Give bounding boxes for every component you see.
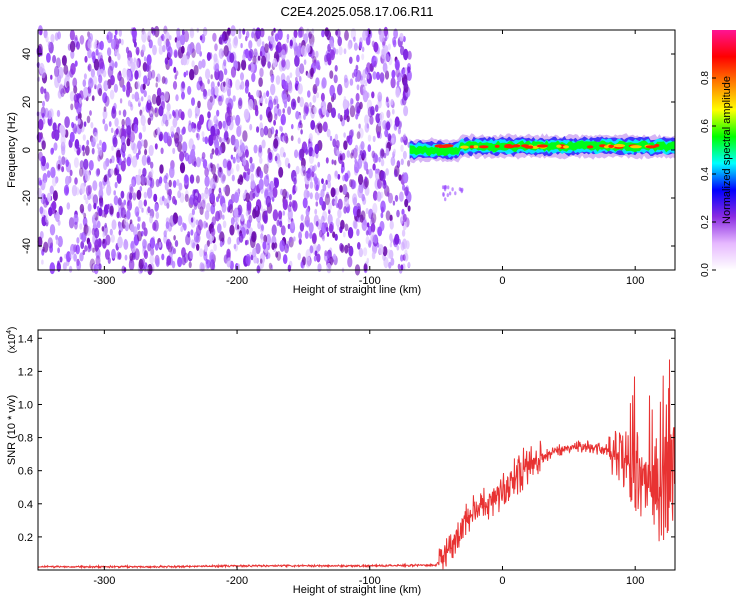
spectrogram-y-tick-label: 40 (21, 48, 33, 60)
spectrogram-y-axis-label: Frequency (Hz) (6, 112, 18, 188)
snr-y-ticks: 0.2 0.4 0.6 0.8 1.0 1.2 1.4 (18, 333, 675, 544)
spectrogram-signal-band (409, 133, 675, 202)
colorbar-tick-label: 0.2 (700, 215, 711, 229)
snr-y-tick-label: 0.6 (18, 466, 33, 478)
colorbar: 0.0 0.2 0.4 0.6 0.8 Normalized spectral ampl… (700, 30, 736, 277)
snr-y-tick-label: 0.2 (18, 532, 33, 544)
snr-y-tick-label: 0.8 (18, 433, 33, 445)
spectrogram-y-tick-label: 0 (21, 147, 33, 153)
colorbar-ticks: 0.0 0.2 0.4 0.6 0.8 (700, 71, 716, 277)
spectrogram-y-tick-label: 20 (21, 96, 33, 108)
colorbar-label: Normalized spectral amplitude (721, 76, 733, 224)
snr-y-tick-label: 1.4 (18, 333, 33, 345)
snr-x-tick-label: -200 (226, 575, 248, 587)
snr-y-tick-label: 1.2 (18, 366, 33, 378)
snr-series-line (38, 359, 675, 570)
snr-y-tick-label: 1.0 (18, 399, 33, 411)
spectrogram-y-tick-label: -40 (21, 238, 33, 254)
snr-x-axis-label: Height of straight line (km) (293, 584, 421, 596)
figure-title: C2E4.2025.058.17.06.R11 (281, 4, 434, 19)
snr-frame (37, 329, 676, 571)
snr-x-tick-label: -300 (93, 575, 115, 587)
spectrogram-y-ticks: -40 -20 0 20 40 (21, 48, 675, 254)
snr-x-tick-label: 0 (499, 575, 505, 587)
spectrogram-x-tick-label: -200 (226, 275, 248, 287)
spectrogram-x-ticks: -300 -200 -100 0 100 (93, 30, 644, 287)
spectrogram-x-tick-label: 100 (626, 275, 644, 287)
spectrogram-x-axis-label: Height of straight line (km) (293, 284, 421, 296)
snr-x-ticks: -300 -200 -100 0 100 (93, 330, 644, 587)
snr-y-multiplier: (x104) (6, 327, 18, 354)
colorbar-tick-label: 0.8 (700, 71, 711, 85)
snr-plot-area (38, 330, 675, 570)
snr-panel: -300 -200 -100 0 100 0.2 0.4 0.6 0.8 1.0 1.2 1.4 H… (6, 327, 676, 596)
snr-y-axis-label: SNR (10 * v/v) (6, 395, 18, 465)
colorbar-tick-label: 0.6 (700, 119, 711, 133)
spectrogram-x-tick-label: 0 (499, 275, 505, 287)
spectrogram-noise-region (36, 25, 412, 276)
colorbar-gradient (712, 30, 736, 270)
spectrogram-x-tick-label: -100 (359, 275, 381, 287)
colorbar-tick-label: 0.4 (700, 167, 711, 181)
spectrogram-y-tick-label: -20 (21, 190, 33, 206)
snr-y-tick-label: 0.4 (18, 499, 33, 511)
snr-x-tick-label: -100 (359, 575, 381, 587)
snr-x-tick-label: 100 (626, 575, 644, 587)
spectrogram-x-tick-label: -300 (93, 275, 115, 287)
colorbar-tick-label: 0.0 (700, 263, 711, 277)
